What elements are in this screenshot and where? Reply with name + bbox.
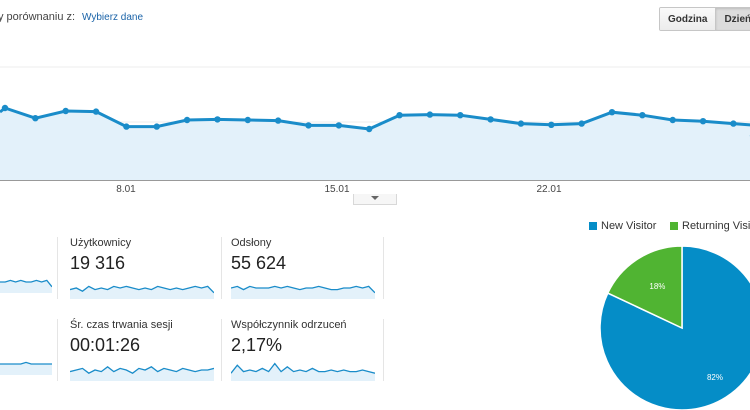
day-button[interactable]: Dzień	[715, 8, 750, 30]
data-point[interactable]	[366, 125, 373, 133]
metric-value: 55 624	[231, 253, 287, 273]
data-point[interactable]	[457, 112, 464, 119]
data-point[interactable]	[62, 107, 69, 115]
legend-item-new-visitor[interactable]: New Visitor	[589, 220, 656, 232]
pie-slice-returning-visitor[interactable]	[606, 246, 683, 330]
sessions-line-chart: 8.01 15.01 22.01	[0, 66, 750, 195]
sparkline	[70, 365, 214, 381]
metric-title: Użytkownicy	[70, 237, 132, 249]
sparkline-fill	[70, 366, 214, 381]
metric-value: 19 316	[70, 253, 126, 273]
legend-swatch	[589, 222, 597, 230]
data-point[interactable]	[32, 115, 39, 122]
divider	[221, 319, 222, 381]
pie-data-label: 82%	[707, 373, 723, 382]
data-point[interactable]	[517, 120, 525, 127]
metric-title: Współczynnik odrzuceń	[231, 319, 347, 331]
collapse-chart-button[interactable]	[353, 194, 397, 205]
x-tick-label: 22.01	[536, 184, 561, 195]
divider	[57, 237, 58, 299]
data-point[interactable]	[578, 120, 585, 127]
metric-value: 00:01:26	[70, 335, 141, 355]
metric-title: Śr. czas trwania sesji	[70, 319, 173, 331]
granularity-toggle: Godzina Dzień	[659, 7, 750, 31]
data-point[interactable]	[730, 120, 737, 127]
sparkline-fill	[0, 280, 52, 293]
data-point[interactable]	[92, 108, 100, 115]
compare-label: y porównaniu z:	[0, 11, 76, 23]
visitor-pie-chart: 82% 18%	[600, 246, 750, 410]
sparkline-line	[0, 279, 52, 288]
x-tick-label: 8.01	[116, 184, 136, 195]
sparkline	[0, 279, 52, 293]
legend-label: New Visitor	[601, 220, 657, 232]
sparkline	[231, 285, 375, 299]
sparkline-fill	[0, 362, 52, 375]
series-area-fill	[0, 108, 750, 180]
hour-button[interactable]: Godzina	[660, 8, 716, 30]
sparkline	[70, 285, 214, 299]
data-point[interactable]	[608, 109, 616, 116]
sparkline-line	[231, 362, 375, 374]
divider	[221, 237, 222, 299]
data-point[interactable]	[487, 116, 494, 123]
data-point[interactable]	[639, 112, 646, 119]
pie-data-label: 18%	[649, 282, 665, 291]
pie-slice-new-visitor[interactable]	[600, 246, 750, 410]
divider	[57, 319, 58, 381]
data-point[interactable]	[335, 122, 343, 129]
legend-label: Returning Visi	[682, 220, 750, 232]
sparkline-line	[0, 361, 52, 365]
data-point[interactable]	[214, 116, 221, 123]
data-point[interactable]	[699, 118, 707, 125]
metric-value: 2,17%	[231, 335, 283, 355]
sparkline-line	[70, 365, 214, 374]
data-point[interactable]	[274, 117, 282, 124]
metric-title: Odsłony	[231, 237, 272, 249]
data-point[interactable]	[305, 122, 312, 129]
x-tick-label: 15.01	[324, 184, 349, 195]
legend-item-returning-visitor[interactable]: Returning Visi	[670, 220, 750, 232]
data-point[interactable]	[123, 123, 130, 130]
data-point[interactable]	[426, 111, 434, 118]
data-point[interactable]	[669, 116, 676, 124]
sparkline	[0, 361, 52, 375]
select-metric-link[interactable]: Wybierz dane	[82, 12, 144, 23]
data-point[interactable]	[244, 116, 251, 124]
data-point[interactable]	[396, 112, 403, 119]
chevron-down-icon	[371, 196, 379, 200]
data-point[interactable]	[153, 123, 160, 130]
legend-swatch	[670, 222, 678, 230]
sparkline	[231, 362, 375, 381]
divider	[383, 237, 384, 299]
data-point[interactable]	[183, 116, 191, 124]
data-point[interactable]	[548, 121, 555, 128]
sparkline-fill	[231, 363, 375, 381]
divider	[383, 319, 384, 381]
data-point[interactable]	[1, 104, 9, 112]
sparkline-line	[70, 285, 214, 294]
sparkline-line	[231, 285, 375, 294]
